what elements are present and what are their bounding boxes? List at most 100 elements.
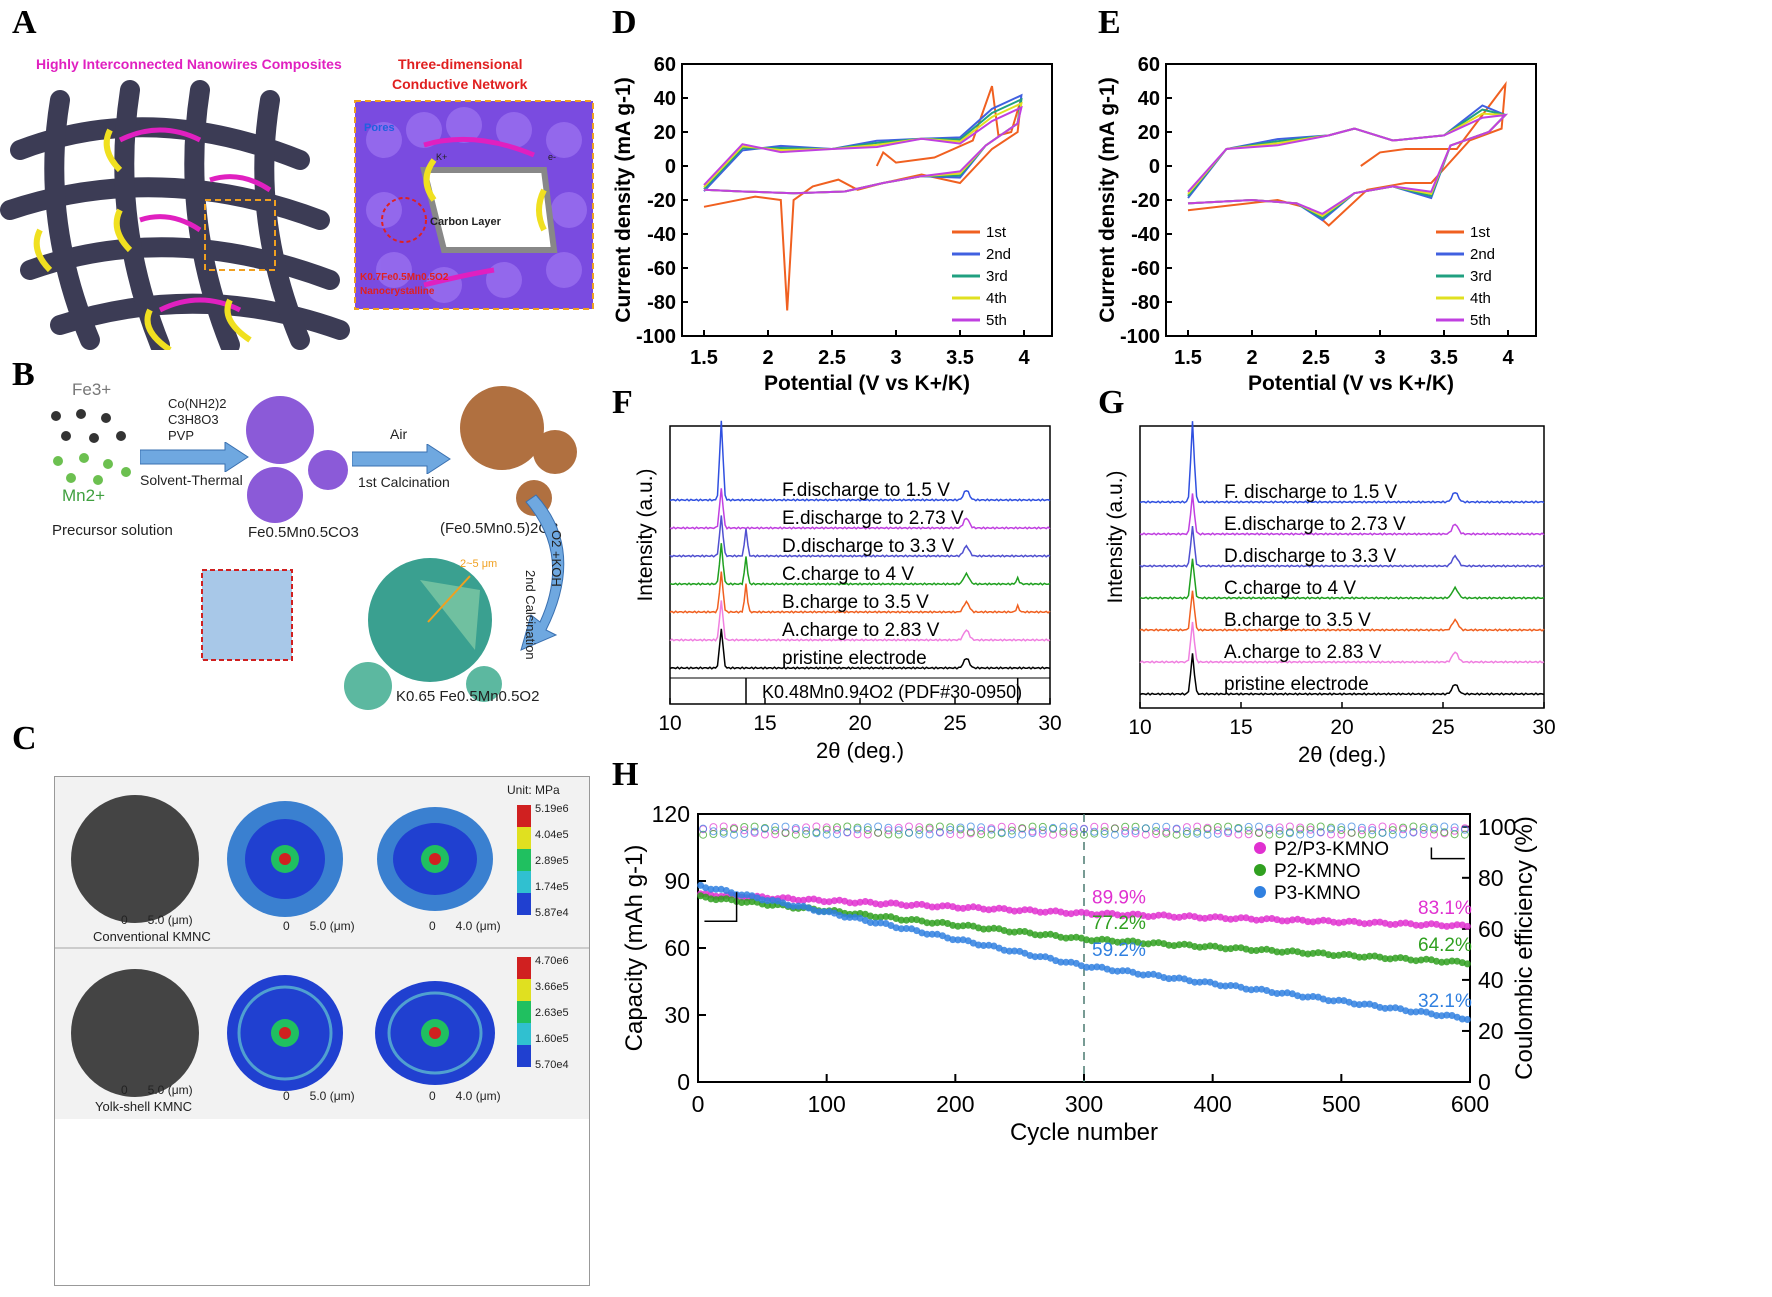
panel-label-g: G bbox=[1098, 384, 1125, 421]
ce-point-P3-KMNO bbox=[1275, 826, 1284, 835]
capacity-point-P2-KMNO bbox=[1232, 944, 1240, 952]
scale-top-a: 0 5.0 (μm) bbox=[121, 913, 193, 927]
ce-point-P2-KMNO bbox=[1172, 830, 1181, 839]
capacity-point-P2-KMNO bbox=[1165, 941, 1173, 949]
legend-label-3rd: 3rd bbox=[986, 268, 1008, 285]
ce-point-P3-KMNO bbox=[812, 829, 821, 838]
ce-point-P2/P3-KMNO bbox=[1141, 830, 1150, 839]
xrd-trace-3 bbox=[669, 543, 1051, 586]
capacity-point-P3-KMNO bbox=[758, 896, 766, 904]
ce-point-P2-KMNO bbox=[1028, 822, 1037, 831]
capacity-point-P2-KMNO bbox=[882, 913, 890, 920]
ce-point-P2-KMNO bbox=[1347, 828, 1356, 837]
reagent-glycerol: C3H8O3 bbox=[168, 412, 219, 427]
ce-point-P3-KMNO bbox=[730, 830, 738, 839]
capacity-point-P2/P3-KMNO bbox=[1463, 922, 1471, 930]
ce-point-P3-KMNO bbox=[997, 828, 1006, 837]
capacity-point-P2/P3-KMNO bbox=[1036, 908, 1044, 916]
y-tick-label: 40 bbox=[1138, 88, 1160, 110]
capacity-point-P3-KMNO bbox=[866, 919, 874, 926]
ce-point-P2-KMNO bbox=[699, 830, 708, 839]
ce-point-P2-KMNO bbox=[1357, 830, 1366, 839]
panel-label-d: D bbox=[612, 4, 637, 41]
capacity-point-P3-KMNO bbox=[1247, 986, 1255, 994]
capacity-point-P3-KMNO bbox=[1330, 997, 1338, 1005]
capacity-point-P2/P3-KMNO bbox=[985, 906, 993, 914]
scale-top-c: 0 4.0 (μm) bbox=[429, 919, 501, 933]
fe-ion-label: Fe3+ bbox=[72, 380, 112, 399]
capacity-point-P3-KMNO bbox=[1458, 1015, 1466, 1023]
capacity-point-P2/P3-KMNO bbox=[1397, 919, 1404, 927]
retention-300-P3-KMNO: 59.2% bbox=[1092, 940, 1146, 961]
xrd-trace-5 bbox=[1139, 621, 1545, 664]
legend-bottom-5: 5.70e4 bbox=[535, 1059, 569, 1071]
ce-point-P2-KMNO bbox=[1244, 826, 1253, 835]
capacity-point-P2/P3-KMNO bbox=[1196, 914, 1204, 922]
legend-top-5: 5.87e4 bbox=[535, 907, 569, 919]
capacity-point-P3-KMNO bbox=[985, 941, 993, 949]
capacity-point-P2/P3-KMNO bbox=[1011, 907, 1018, 915]
capacity-point-P3-KMNO bbox=[1144, 971, 1152, 978]
ce-point-P3-KMNO bbox=[1049, 823, 1058, 832]
xrd-trace-label-6: pristine electrode bbox=[782, 648, 927, 669]
retention-600-P2/P3-KMNO: 83.1% bbox=[1418, 898, 1472, 919]
capacity-point-P2-KMNO bbox=[1124, 937, 1132, 945]
ce-point-P2-KMNO bbox=[935, 822, 944, 831]
capacity-point-P2-KMNO bbox=[1144, 940, 1152, 948]
ce-point-P3-KMNO bbox=[1378, 828, 1387, 837]
capacity-point-P2/P3-KMNO bbox=[1438, 922, 1446, 930]
ce-point-P3-KMNO bbox=[1131, 827, 1140, 835]
arrow-calcination-icon bbox=[352, 444, 451, 474]
capacity-point-P3-KMNO bbox=[1005, 947, 1013, 955]
capacity-point-P2/P3-KMNO bbox=[1453, 921, 1461, 929]
ce-point-P3-KMNO bbox=[1162, 822, 1171, 831]
xrd-trace-label-6: pristine electrode bbox=[1224, 674, 1369, 695]
ce-point-P3-KMNO bbox=[1306, 830, 1315, 839]
capacity-point-P2-KMNO bbox=[743, 898, 751, 906]
reagent-pvp: PVP bbox=[168, 428, 195, 443]
xrd-trace-label-0: F.discharge to 1.5 V bbox=[782, 480, 950, 501]
capacity-point-P3-KMNO bbox=[1299, 993, 1307, 1001]
ce-point-P3-KMNO bbox=[1100, 830, 1109, 838]
capacity-point-P2/P3-KMNO bbox=[1355, 919, 1363, 927]
x-tick-label: 500 bbox=[1322, 1091, 1360, 1117]
ce-point-P3-KMNO bbox=[1388, 830, 1397, 839]
capacity-point-P2-KMNO bbox=[1196, 943, 1204, 951]
legend-top-3: 2.89e5 bbox=[535, 855, 569, 867]
capacity-point-P2-KMNO bbox=[1443, 958, 1451, 966]
capacity-point-P2/P3-KMNO bbox=[1062, 909, 1070, 917]
y-tick-label: 60 bbox=[1138, 54, 1160, 76]
capacity-point-P3-KMNO bbox=[815, 908, 823, 916]
x-tick-label: 10 bbox=[1128, 716, 1151, 739]
panel-a: Highly Interconnected Nanowires Composit… bbox=[0, 40, 600, 350]
capacity-point-P3-KMNO bbox=[1201, 978, 1209, 986]
y2-tick-label: 80 bbox=[1478, 865, 1504, 891]
capacity-point-P3-KMNO bbox=[1376, 1003, 1384, 1011]
xrd-trace-3 bbox=[1139, 558, 1545, 600]
capacity-point-P3-KMNO bbox=[1093, 963, 1101, 971]
x-tick-label: 20 bbox=[1330, 716, 1353, 739]
right-axis-arrow bbox=[1430, 847, 1465, 860]
ce-point-P3-KMNO bbox=[884, 823, 893, 832]
ce-point-P2-KMNO bbox=[1121, 822, 1130, 831]
x-tick-label: 3.5 bbox=[946, 347, 974, 369]
capacity-point-P2-KMNO bbox=[1433, 957, 1440, 965]
ce-point-P3-KMNO bbox=[1121, 829, 1130, 838]
legend-label-4th: 4th bbox=[1470, 290, 1491, 307]
x-tick-label: 3.5 bbox=[1430, 347, 1458, 369]
capacity-point-P2-KMNO bbox=[707, 895, 715, 903]
xrd-trace-label-1: E.discharge to 2.73 V bbox=[782, 508, 964, 529]
ce-point-P3-KMNO bbox=[1090, 827, 1099, 836]
capacity-point-P3-KMNO bbox=[1273, 990, 1281, 997]
xrd-trace-label-3: C.charge to 4 V bbox=[1224, 578, 1356, 599]
ce-point-P3-KMNO bbox=[1285, 829, 1294, 838]
panel-label-b: B bbox=[12, 356, 35, 393]
capacity-point-P3-KMNO bbox=[1433, 1012, 1440, 1019]
legend-label-2nd: 2nd bbox=[1470, 246, 1495, 263]
ce-point-P3-KMNO bbox=[1460, 825, 1469, 834]
ce-point-P2-KMNO bbox=[925, 823, 934, 832]
ce-point-P2-KMNO bbox=[874, 828, 883, 837]
retention-300-P2-KMNO: 77.2% bbox=[1092, 913, 1146, 934]
electron-label: e- bbox=[548, 152, 557, 162]
ce-point-P3-KMNO bbox=[843, 828, 852, 837]
